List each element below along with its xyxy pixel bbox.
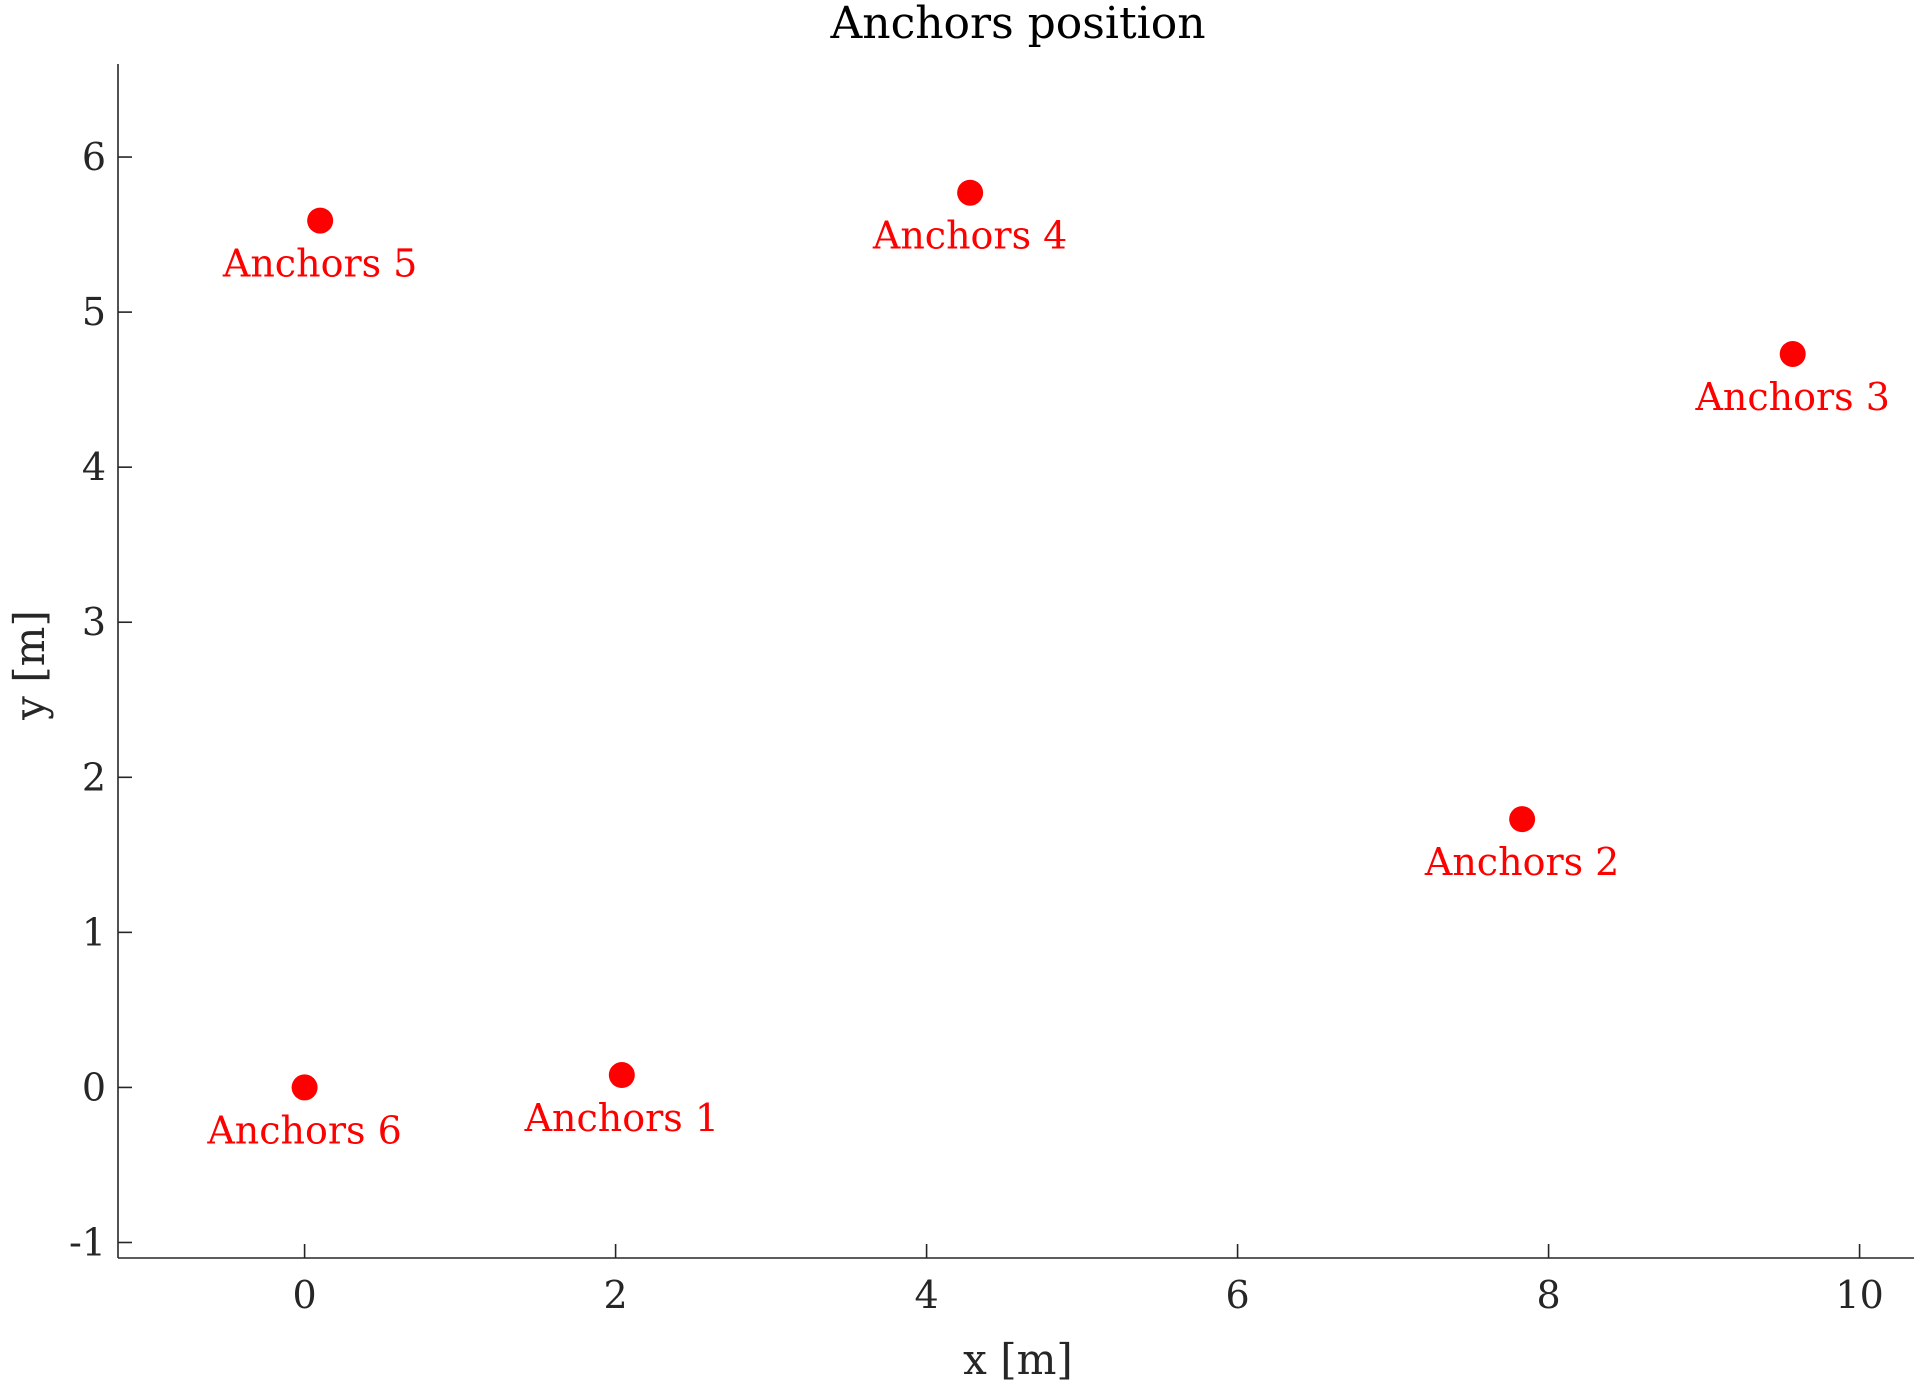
data-points: Anchors 1 Anchors 2 Anchors 3 Anchors 4 Anch… (206, 179, 1890, 1152)
point-label: Anchors 2 (1424, 840, 1619, 884)
y-tick-label: 3 (82, 600, 106, 644)
data-point (291, 1074, 318, 1101)
y-tick-label: -1 (69, 1220, 106, 1264)
y-ticks: -1 0 1 2 3 4 5 6 (69, 135, 132, 1264)
x-tick-label: 0 (293, 1273, 317, 1317)
point-label: Anchors 6 (206, 1108, 401, 1152)
y-tick-label: 5 (82, 290, 106, 334)
y-tick-label: 1 (82, 910, 106, 954)
x-ticks: 0 2 4 6 8 10 (293, 1244, 1884, 1317)
x-tick-label: 2 (603, 1273, 627, 1317)
x-tick-label: 8 (1536, 1273, 1560, 1317)
y-axis-title: y [m] (5, 610, 54, 721)
y-tick-label: 2 (82, 755, 106, 799)
y-tick-label: 0 (82, 1065, 106, 1109)
data-point (1779, 340, 1806, 367)
data-point (608, 1062, 635, 1089)
x-tick-label: 4 (914, 1273, 938, 1317)
point-label: Anchors 1 (524, 1096, 719, 1140)
point-label: Anchors 4 (872, 214, 1067, 258)
x-axis-title: x [m] (963, 1335, 1073, 1384)
y-tick-label: 6 (82, 135, 106, 179)
point-label: Anchors 5 (222, 242, 417, 286)
point-label: Anchors 3 (1694, 375, 1889, 419)
x-tick-label: 10 (1835, 1273, 1883, 1317)
data-point (307, 207, 334, 234)
axes (117, 64, 1914, 1259)
x-tick-label: 6 (1225, 1273, 1249, 1317)
data-point (1509, 806, 1536, 833)
y-tick-label: 4 (82, 445, 106, 489)
data-point (957, 179, 984, 206)
chart-title: Anchors position (829, 0, 1205, 49)
